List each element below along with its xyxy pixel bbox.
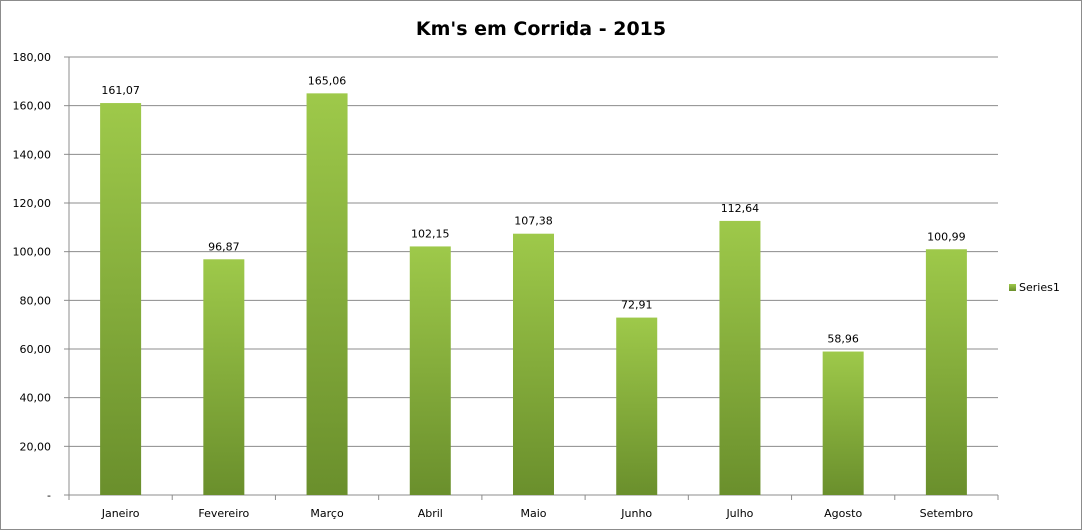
y-tick-label: 140,00 bbox=[13, 148, 52, 161]
y-tick-label: 20,00 bbox=[20, 440, 52, 453]
y-tick-label: 80,00 bbox=[20, 294, 52, 307]
bar-6 bbox=[616, 317, 658, 495]
y-tick-label: 180,00 bbox=[13, 51, 52, 64]
bar-7 bbox=[719, 220, 761, 495]
x-tick-label: Maio bbox=[520, 507, 546, 520]
bar-1 bbox=[100, 103, 142, 496]
data-label-5: 107,38 bbox=[514, 215, 553, 228]
data-label-7: 112,64 bbox=[721, 202, 760, 215]
bar-2 bbox=[203, 259, 245, 495]
bar-5 bbox=[513, 233, 554, 495]
data-label-8: 58,96 bbox=[827, 333, 859, 346]
x-tick-label: Janeiro bbox=[101, 507, 140, 520]
x-tick-label: Setembro bbox=[920, 507, 974, 520]
data-label-2: 96,87 bbox=[208, 240, 240, 253]
x-tick-label: Abril bbox=[418, 507, 443, 520]
legend-swatch-series1 bbox=[1009, 284, 1016, 291]
data-label-6: 72,91 bbox=[621, 299, 653, 312]
bar-4 bbox=[409, 246, 451, 495]
bar-9 bbox=[925, 249, 967, 495]
y-tick-label: 100,00 bbox=[13, 246, 52, 259]
x-tick-label: Julho bbox=[725, 507, 753, 520]
legend: Series1 bbox=[1009, 281, 1060, 294]
y-tick-label: - bbox=[47, 489, 51, 502]
y-axis-ticks: - 20,00 40,00 60,00 80,00 100,00 120,00 140,00 1… bbox=[13, 51, 69, 502]
data-label-9: 100,99 bbox=[927, 230, 966, 243]
x-tick-label: Fevereiro bbox=[198, 507, 249, 520]
x-tick-label: Junho bbox=[620, 507, 652, 520]
bar-8 bbox=[822, 351, 864, 495]
y-tick-label: 40,00 bbox=[20, 392, 52, 405]
data-labels: 161,07 96,87 165,06 102,15 107,38 72,91 112,64… bbox=[101, 74, 965, 345]
chart-title: Km's em Corrida - 2015 bbox=[416, 18, 666, 40]
y-tick-label: 160,00 bbox=[13, 100, 52, 113]
bars bbox=[100, 93, 967, 496]
data-label-4: 102,15 bbox=[411, 227, 450, 240]
x-tick-label: Agosto bbox=[824, 507, 862, 520]
bar-3 bbox=[306, 93, 348, 495]
data-label-1: 161,07 bbox=[101, 84, 140, 97]
data-label-3: 165,06 bbox=[308, 74, 347, 87]
x-axis-ticks: Janeiro Fevereiro Março Abril Maio Junho Julho… bbox=[68, 495, 999, 520]
x-tick-label: Março bbox=[310, 507, 344, 520]
y-tick-label: 60,00 bbox=[20, 343, 52, 356]
y-tick-label: 120,00 bbox=[13, 197, 52, 210]
legend-label-series1: Series1 bbox=[1019, 281, 1060, 294]
